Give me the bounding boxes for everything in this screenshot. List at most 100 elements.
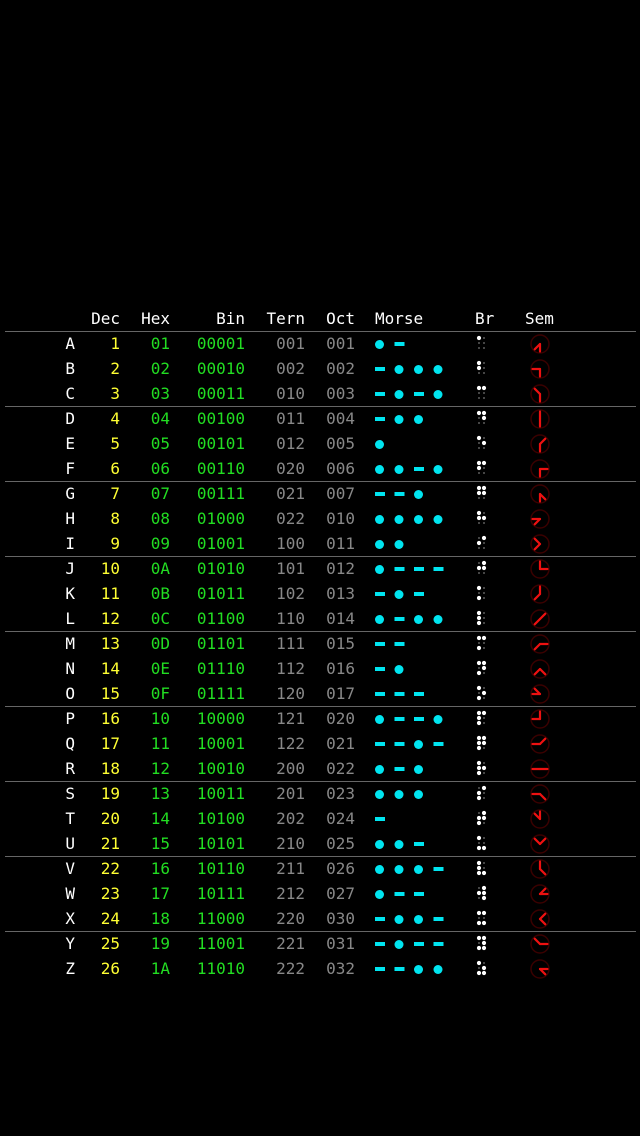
- morse-dash: [375, 692, 385, 696]
- morse-dot: [394, 365, 404, 374]
- dec-cell: 12: [100, 609, 120, 628]
- semaphore-ring: [530, 384, 550, 404]
- header-oct: Oct: [326, 309, 355, 328]
- header-hex: Hex: [141, 309, 170, 328]
- braille-cell-icon: [476, 356, 490, 385]
- table-row: T 20 14 10100 202 024: [0, 806, 640, 831]
- semaphore-arm: [533, 937, 542, 946]
- braille-dot-raised: [476, 490, 482, 496]
- dec-cell: 7: [110, 484, 120, 503]
- braille-dot-flat: [483, 342, 485, 344]
- letter-cell: D: [65, 409, 75, 428]
- semaphore-arm: [538, 737, 547, 746]
- dec-cell: 13: [100, 634, 120, 653]
- semaphore-ring: [530, 859, 550, 879]
- semaphore-flag-icon: [529, 606, 551, 635]
- braille-dot-raised: [476, 795, 482, 801]
- braille-dot-raised: [481, 560, 487, 566]
- semaphore-ring: [530, 459, 550, 479]
- braille-dot-raised: [476, 735, 482, 741]
- tern-cell: 002: [276, 359, 305, 378]
- group-divider: [5, 331, 636, 332]
- semaphore-arm: [533, 667, 542, 676]
- morse-dot: [375, 890, 384, 899]
- braille-cell-icon: [476, 506, 490, 535]
- morse-code: [375, 481, 465, 506]
- hex-cell: 0D: [150, 634, 170, 653]
- morse-code: [375, 906, 465, 931]
- braille-cell-icon: [476, 631, 490, 660]
- braille-dot-flat: [483, 647, 485, 649]
- hex-cell: 08: [150, 509, 170, 528]
- bin-cell: 10011: [196, 784, 245, 803]
- braille-dot-raised: [481, 660, 487, 666]
- braille-dot-flat: [483, 862, 485, 864]
- morse-code: [375, 656, 465, 681]
- morse-dash: [433, 742, 444, 746]
- braille-cell-icon: [476, 806, 490, 835]
- semaphore-arm: [533, 342, 542, 351]
- semaphore-ring: [530, 684, 550, 704]
- braille-dot-flat: [478, 667, 480, 669]
- bin-cell: 00011: [196, 384, 245, 403]
- morse-dash: [375, 742, 385, 746]
- table-row: R 18 12 10010 200 022: [0, 756, 640, 781]
- semaphore-flag-icon: [529, 806, 551, 835]
- morse-dot: [375, 765, 384, 774]
- morse-dot: [394, 840, 404, 849]
- semaphore-arm: [533, 837, 542, 846]
- semaphore-arm: [533, 617, 542, 626]
- oct-cell: 011: [326, 534, 355, 553]
- morse-dot: [375, 715, 384, 724]
- dec-cell: 23: [100, 884, 120, 903]
- braille-dot-raised: [476, 435, 482, 441]
- braille-dot-raised: [476, 835, 482, 841]
- morse-dot: [394, 540, 404, 549]
- morse-dot: [394, 915, 404, 924]
- hex-cell: 11: [150, 734, 170, 753]
- oct-cell: 015: [326, 634, 355, 653]
- semaphore-flag-icon: [529, 881, 551, 910]
- braille-dot-raised: [476, 365, 482, 371]
- braille-cell-icon: [476, 431, 490, 460]
- braille-dot-flat: [483, 672, 485, 674]
- group-divider: [5, 631, 636, 632]
- group-divider: [5, 781, 636, 782]
- dec-cell: 26: [100, 959, 120, 978]
- dec-cell: 4: [110, 409, 120, 428]
- letter-cell: O: [65, 684, 75, 703]
- tern-cell: 101: [276, 559, 305, 578]
- letter-cell: B: [65, 359, 75, 378]
- braille-cell-icon: [476, 956, 490, 985]
- oct-cell: 006: [326, 459, 355, 478]
- morse-code: [375, 956, 465, 981]
- braille-dot-flat: [483, 962, 485, 964]
- tern-cell: 120: [276, 684, 305, 703]
- braille-dot-flat: [478, 472, 480, 474]
- letter-cell: J: [65, 559, 75, 578]
- semaphore-ring: [530, 509, 550, 529]
- bin-cell: 10111: [196, 884, 245, 903]
- braille-dot-flat: [478, 642, 480, 644]
- table-row: I 9 09 01001 100 011: [0, 531, 640, 556]
- semaphore-ring: [530, 809, 550, 829]
- semaphore-flag-icon: [529, 381, 551, 410]
- morse-code: [375, 781, 465, 806]
- morse-dash: [375, 492, 385, 496]
- semaphore-flag-icon: [529, 531, 551, 560]
- morse-dot: [375, 440, 384, 449]
- header-semaphore: Sem: [525, 309, 554, 328]
- semaphore-arm: [533, 387, 542, 396]
- morse-code: [375, 931, 465, 956]
- braille-dot-raised: [476, 760, 482, 766]
- braille-dot-raised: [481, 665, 487, 671]
- semaphore-flag-icon: [529, 481, 551, 510]
- semaphore-arm: [538, 837, 547, 846]
- bin-cell: 00111: [196, 484, 245, 503]
- braille-cell-icon: [476, 756, 490, 785]
- braille-dot-raised: [481, 690, 487, 696]
- braille-dot-raised: [481, 815, 487, 821]
- braille-dot-flat: [478, 812, 480, 814]
- morse-dot: [394, 390, 404, 399]
- table-row: K 11 0B 01011 102 013: [0, 581, 640, 606]
